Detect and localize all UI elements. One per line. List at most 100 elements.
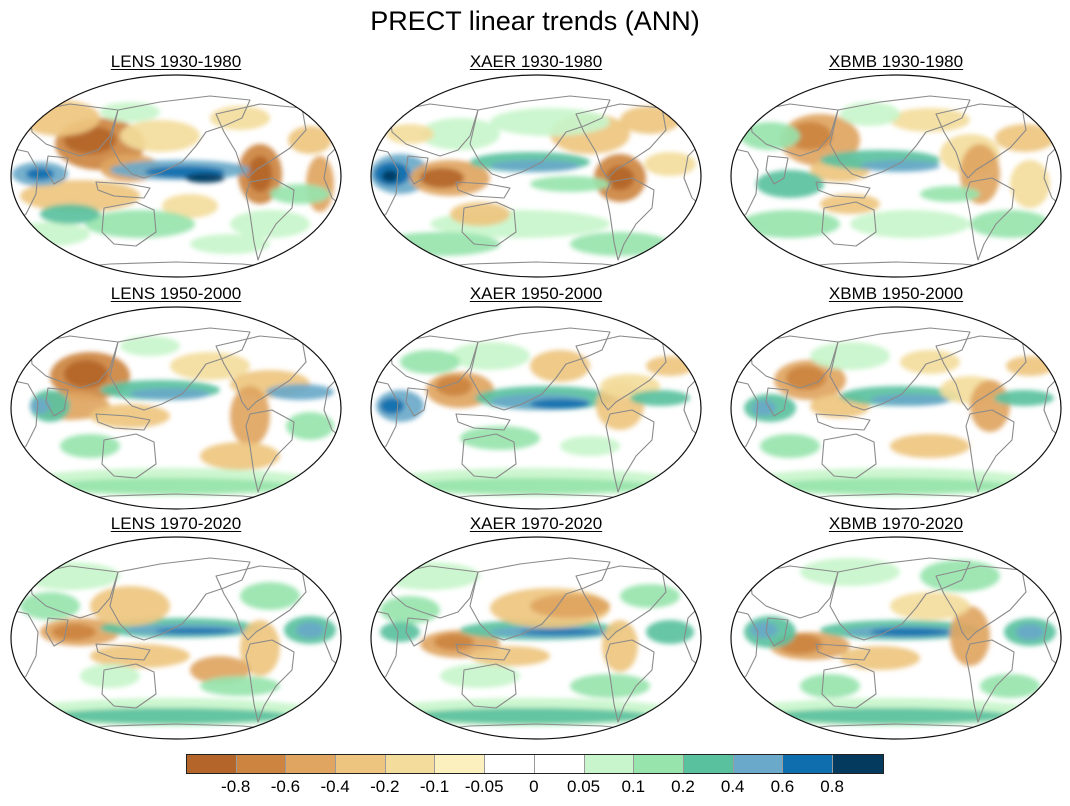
trend-field-blob xyxy=(386,124,434,144)
trend-field-blob xyxy=(190,234,270,254)
trend-field-blob xyxy=(980,674,1040,698)
trend-field-blob xyxy=(800,674,860,698)
coastline-greenland xyxy=(295,547,323,569)
trend-field-blob xyxy=(470,646,550,666)
coastline-asia xyxy=(469,327,611,411)
coastline-samerica xyxy=(245,409,295,493)
trend-field-blob xyxy=(52,624,96,640)
coastline-africa xyxy=(371,143,701,225)
coastline-greenland xyxy=(1015,317,1043,339)
map-panel: XBMB 1950-2000 xyxy=(730,284,1062,512)
coastline-namerica xyxy=(575,335,667,411)
trend-field-blob xyxy=(890,592,970,620)
coastline-eurasiaW xyxy=(749,103,839,157)
panel-title: XAER 1930-1980 xyxy=(469,52,603,71)
trend-field-blob xyxy=(920,186,980,202)
coastline-namerica xyxy=(935,103,1027,179)
coastline-australia xyxy=(821,201,877,247)
precip-trend-map xyxy=(10,536,342,740)
coastline-india xyxy=(765,155,789,185)
coastline-greenland xyxy=(1015,547,1043,569)
coastline-africa xyxy=(11,605,341,687)
map-panel: XAER 1930-1980 xyxy=(370,52,702,280)
colorbar-tick-label: 0 xyxy=(529,777,539,796)
coastline-greenland xyxy=(655,547,683,569)
coastline-australia xyxy=(101,201,157,247)
trend-field-blob xyxy=(64,360,108,388)
colorbar-tick-label: 0.8 xyxy=(820,777,844,796)
coastline-australia xyxy=(821,433,877,479)
coastline-eurasiaW xyxy=(389,335,479,389)
trend-field-blob xyxy=(810,342,890,370)
trend-field-blob xyxy=(382,170,398,182)
map-boundary xyxy=(730,536,1062,740)
trend-field-blob xyxy=(400,350,460,374)
trend-field-blob xyxy=(920,560,1000,592)
trend-field-blob xyxy=(380,622,420,642)
trend-field-blob xyxy=(380,232,500,256)
coastline-samerica xyxy=(245,177,295,261)
coastline-india xyxy=(45,617,69,647)
colorbar-tick-label: 0.6 xyxy=(770,777,795,796)
coastline-indo xyxy=(455,643,511,661)
trend-field-blob xyxy=(1016,624,1044,640)
colorbar-tick-label: -0.6 xyxy=(270,777,301,796)
colorbar-tick-label: 0.05 xyxy=(567,777,601,796)
colorbar-swatch xyxy=(485,755,535,773)
coastline-australia xyxy=(461,433,517,479)
coastline-india xyxy=(405,155,429,185)
coastline-india xyxy=(405,387,429,417)
trend-field-blob xyxy=(306,156,334,212)
panel-title: XBMB 1930-1980 xyxy=(828,52,964,71)
trend-field-blob xyxy=(270,184,330,204)
trend-field-blob xyxy=(420,118,500,150)
trend-field-blob xyxy=(530,399,590,409)
trend-field-blob xyxy=(760,434,820,458)
coastline-australia xyxy=(461,663,517,709)
coastline-samerica xyxy=(965,409,1015,493)
coastline-eurasiaW xyxy=(29,103,119,157)
map-boundary xyxy=(370,306,702,510)
coastline-india xyxy=(765,387,789,417)
precip-trend-map xyxy=(10,74,342,278)
map-panel: XAER 1950-2000 xyxy=(370,284,702,512)
colorbar-swatch xyxy=(534,755,585,773)
coastline-asia xyxy=(109,95,251,179)
coastline-asia xyxy=(109,557,251,641)
coastline-indo xyxy=(815,181,871,199)
trend-field-blob xyxy=(750,622,778,638)
trend-field-blob xyxy=(248,156,272,192)
trend-field-blob xyxy=(200,676,280,696)
coastline-eurasiaW xyxy=(749,565,839,619)
coastline-africa xyxy=(731,605,1061,687)
trend-field-blob xyxy=(850,210,970,238)
colorbar-tick-label: 0.2 xyxy=(671,777,695,796)
trend-field-blob xyxy=(130,388,210,400)
trend-field-blob xyxy=(530,594,610,618)
trend-field-blob xyxy=(410,708,650,724)
coastline-indo xyxy=(455,413,511,431)
coastline-asia xyxy=(829,95,971,179)
trend-field-blob xyxy=(50,708,290,724)
colorbar-swatch xyxy=(385,755,436,773)
coastline-asia xyxy=(469,95,611,179)
precip-trend-map xyxy=(370,74,702,278)
colorbar-tick-labels: -0.8 -0.6 -0.4 -0.2 -0.1 -0.05 0 0.05 0.1 0.2 0.4 0… xyxy=(186,777,882,801)
map-panel: LENS 1970-2020 xyxy=(10,514,342,742)
coastline-asia xyxy=(469,557,611,641)
trend-field-blob xyxy=(860,160,940,172)
trend-field-blob xyxy=(266,384,334,400)
trend-field-blob xyxy=(90,644,190,668)
colorbar xyxy=(186,754,884,774)
coastline-africa xyxy=(371,605,701,687)
trend-field-blob xyxy=(570,674,650,698)
precip-trend-map xyxy=(370,306,702,510)
coastline-namerica xyxy=(575,565,667,641)
trend-field-blob xyxy=(155,628,235,634)
coastline-asia xyxy=(829,327,971,411)
panel-title: XBMB 1970-2020 xyxy=(828,514,964,533)
precip-trend-map xyxy=(730,306,1062,510)
trend-field-blob xyxy=(994,390,1054,406)
coastline-australia xyxy=(461,201,517,247)
colorbar-tick-label: -0.1 xyxy=(419,777,450,796)
